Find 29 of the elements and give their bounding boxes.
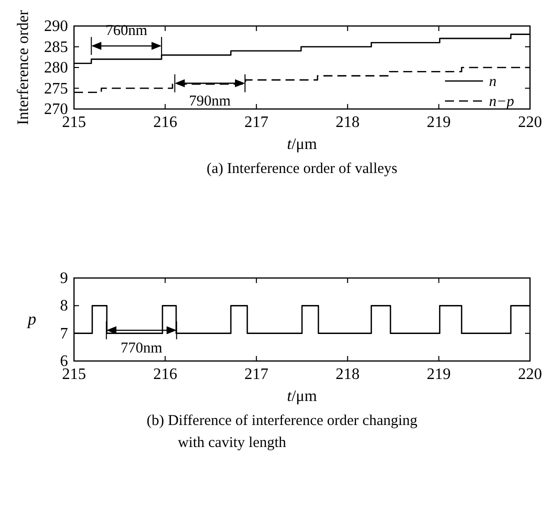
y-tick-label: 290	[44, 18, 68, 35]
x-axis-title: t/μm	[287, 388, 318, 405]
y-axis-title: p	[26, 310, 36, 328]
annotation: 790nm	[189, 93, 232, 110]
x-tick-label: 220	[518, 366, 542, 383]
x-tick-label: 220	[518, 114, 542, 131]
y-tick-label: 275	[44, 80, 68, 98]
y-tick-label: 285	[44, 38, 68, 56]
y-tick-label: 8	[60, 298, 68, 315]
legend-label: n	[489, 74, 496, 90]
x-tick-label: 216	[153, 366, 178, 383]
y-tick-label: 9	[60, 270, 68, 287]
x-tick-label: 218	[336, 114, 360, 131]
y-axis-title: Interference order	[15, 9, 32, 126]
x-tick-label: 218	[336, 366, 360, 383]
x-tick-label: 215	[62, 114, 86, 131]
x-tick-label: 219	[426, 114, 451, 131]
x-axis-title: t/μm	[287, 136, 318, 153]
y-tick-label: 280	[44, 60, 68, 76]
y-tick-label: 7	[60, 325, 68, 342]
x-tick-label: 216	[153, 114, 178, 131]
x-tick-label: 217	[244, 366, 268, 383]
text: (a) Interference order of valleys	[206, 161, 398, 177]
x-tick-label: 217	[244, 114, 268, 131]
annotation: 770nm	[120, 340, 163, 356]
x-tick-label: 219	[426, 366, 451, 383]
text: (b) Difference of interference order changing with cavity length	[146, 413, 418, 451]
legend-label: n−p	[489, 94, 515, 110]
x-tick-label: 215	[62, 366, 86, 383]
